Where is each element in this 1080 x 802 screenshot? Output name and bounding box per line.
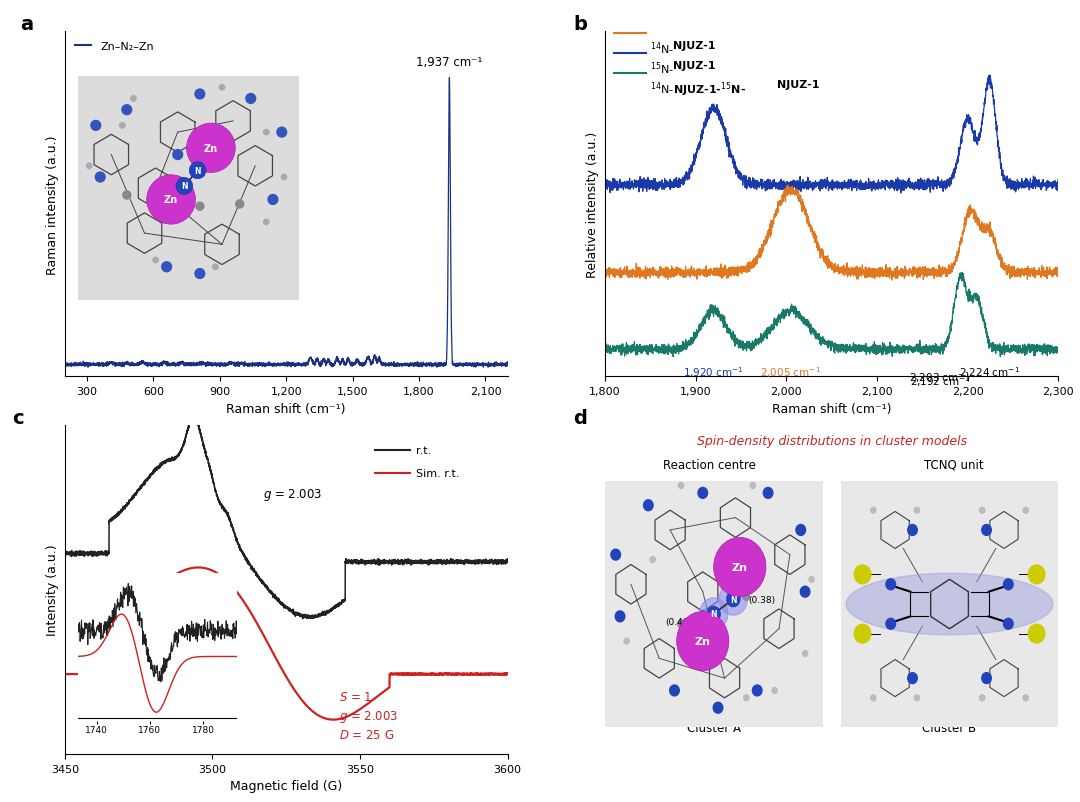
Text: r.t.: r.t. bbox=[416, 445, 431, 456]
Text: 2,005 cm$^{-1}$: 2,005 cm$^{-1}$ bbox=[760, 365, 821, 379]
Text: a: a bbox=[21, 14, 33, 34]
Text: 2,203 cm$^{-1}$: 2,203 cm$^{-1}$ bbox=[909, 369, 971, 384]
X-axis label: Raman shift (cm⁻¹): Raman shift (cm⁻¹) bbox=[227, 402, 346, 415]
Text: 1,920 cm$^{-1}$: 1,920 cm$^{-1}$ bbox=[684, 365, 744, 379]
Text: 1,937 cm⁻¹: 1,937 cm⁻¹ bbox=[416, 56, 483, 69]
Text: Spin-density distributions in cluster models: Spin-density distributions in cluster mo… bbox=[697, 435, 967, 448]
Text: $g$ = 2.003: $g$ = 2.003 bbox=[339, 708, 399, 724]
Text: d: d bbox=[573, 409, 586, 427]
Text: Cluster A: Cluster A bbox=[687, 721, 741, 734]
Y-axis label: Relative intensity (a.u.): Relative intensity (a.u.) bbox=[586, 132, 599, 277]
Text: Sim. r.t.: Sim. r.t. bbox=[416, 468, 460, 478]
Text: $D$ = 25 G: $D$ = 25 G bbox=[339, 728, 394, 741]
Text: Reaction centre: Reaction centre bbox=[663, 458, 756, 471]
X-axis label: Magnetic field (G): Magnetic field (G) bbox=[230, 779, 342, 792]
Text: $^{14}$N-: $^{14}$N- bbox=[650, 41, 674, 58]
Text: $S$ = 1: $S$ = 1 bbox=[339, 691, 373, 703]
X-axis label: Raman shift (cm⁻¹): Raman shift (cm⁻¹) bbox=[772, 402, 891, 415]
Text: TCNQ unit: TCNQ unit bbox=[924, 458, 984, 471]
Text: $^{15}$N-: $^{15}$N- bbox=[650, 60, 674, 77]
Text: $g$ = 2.003: $g$ = 2.003 bbox=[262, 487, 322, 503]
Text: c: c bbox=[12, 409, 24, 427]
Text: NJUZ-1: NJUZ-1 bbox=[778, 80, 820, 91]
Text: NJUZ-1: NJUZ-1 bbox=[673, 60, 715, 71]
Text: 2,192 cm$^{-1}$: 2,192 cm$^{-1}$ bbox=[909, 374, 971, 388]
Legend: Zn–N₂–Zn: Zn–N₂–Zn bbox=[70, 38, 159, 56]
Text: Cluster B: Cluster B bbox=[922, 721, 976, 734]
Y-axis label: Intensity (a.u.): Intensity (a.u.) bbox=[46, 544, 59, 635]
Text: NJUZ-1-$^{15}$N-: NJUZ-1-$^{15}$N- bbox=[673, 80, 746, 99]
Text: 2,224 cm$^{-1}$: 2,224 cm$^{-1}$ bbox=[959, 365, 1020, 379]
Text: $^{14}$N-: $^{14}$N- bbox=[650, 80, 674, 97]
Y-axis label: Raman intensity (a.u.): Raman intensity (a.u.) bbox=[46, 135, 59, 274]
Text: NJUZ-1: NJUZ-1 bbox=[673, 41, 715, 51]
Text: b: b bbox=[573, 14, 586, 34]
